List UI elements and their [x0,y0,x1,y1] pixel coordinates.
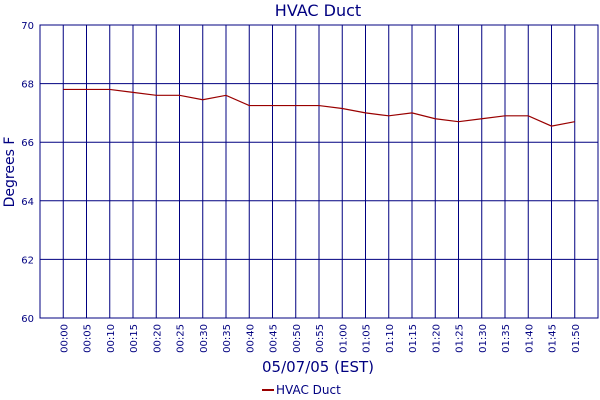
x-tick-label: 01:20 [431,324,442,353]
y-tick-label: 68 [21,80,34,91]
data-line [63,88,575,127]
x-tick-label: 01:00 [338,324,349,353]
x-tick-label: 00:50 [292,324,303,353]
x-tick-label: 01:45 [548,324,559,353]
chart-title: HVAC Duct [275,1,361,20]
x-tick-label: 00:45 [269,324,280,353]
x-tick-label: 01:30 [478,324,489,353]
x-tick-label: 01:40 [524,324,535,353]
x-tick-label: 01:15 [408,324,419,353]
y-tick-label: 60 [21,314,34,325]
x-tick-label: 00:35 [222,324,233,353]
x-tick-label: 01:25 [455,324,466,353]
x-tick-label: 01:10 [385,324,396,353]
x-tick-label: 00:00 [59,324,70,353]
x-tick-label: 00:15 [129,324,140,353]
x-tick-label: 00:25 [176,324,187,353]
y-tick-label: 66 [21,138,34,149]
legend-label: HVAC Duct [276,383,341,397]
x-tick-label: 00:05 [83,324,94,353]
y-axis-label: Degrees F [2,137,18,208]
y-tick-label: 70 [21,21,34,32]
x-tick-label: 01:50 [571,324,582,353]
x-tick-label: 01:35 [501,324,512,353]
y-tick-label: 64 [21,197,34,208]
x-tick-label: 00:55 [315,324,326,353]
x-tick-label: 00:20 [152,324,163,353]
x-axis-label: 05/07/05 (EST) [262,358,374,376]
y-tick-label: 62 [21,255,34,266]
x-tick-label: 00:40 [245,324,256,353]
x-tick-label: 01:05 [362,324,373,353]
x-tick-label: 00:30 [199,324,210,353]
x-tick-label: 00:10 [106,324,117,353]
